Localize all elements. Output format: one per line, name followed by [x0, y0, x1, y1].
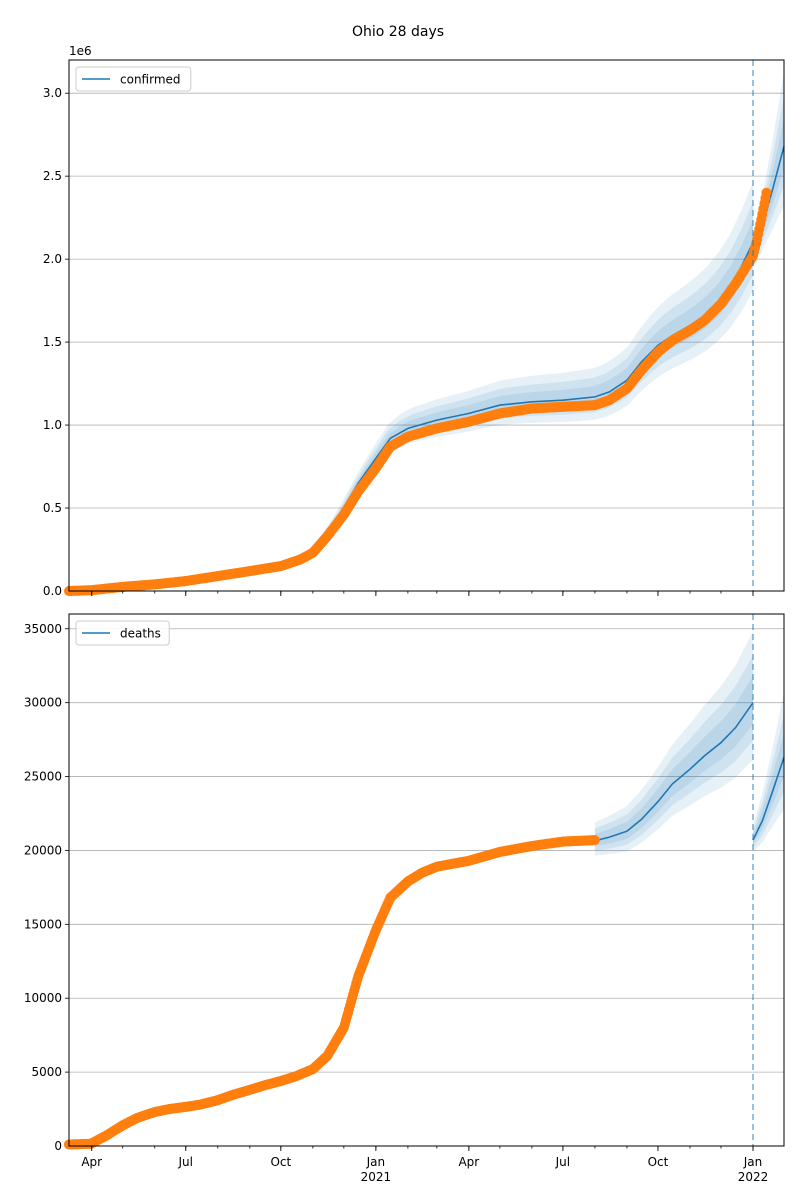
y-tick-label: 15000 [24, 917, 62, 931]
forecast-line [752, 757, 785, 841]
observed-point [589, 835, 600, 846]
x-tick-year-label: 2022 [738, 1170, 769, 1184]
uncertainty-band [753, 732, 784, 845]
y-tick-label: 10000 [24, 991, 62, 1005]
uncertainty-band [69, 201, 753, 591]
confirmed-panel: 0.0 0.5 1.0 1.5 2.0 2.5 3.0 1e6 confirmed [43, 44, 785, 598]
uncertainty-band [69, 219, 753, 591]
y-multiplier-label: 1e6 [69, 44, 92, 58]
y-tick-label: 3.0 [43, 86, 62, 100]
figure-title: Ohio 28 days [352, 24, 444, 40]
y-tick-label: 30000 [24, 696, 62, 710]
plot-frame [68, 59, 785, 592]
legend-box [75, 66, 192, 92]
y-tick-label: 0 [54, 1139, 62, 1153]
y-tick-label: 2.5 [43, 169, 62, 183]
uncertainty-band [594, 676, 753, 847]
y-tick-label: 1.5 [43, 335, 62, 349]
model-line [594, 702, 754, 842]
x-tick-label: Oct [270, 1155, 291, 1169]
x-tick-label: Jul [178, 1155, 193, 1169]
x-tick-label: Apr [81, 1155, 102, 1169]
y-tick-label: 2.0 [43, 252, 62, 266]
x-tick-label: Apr [458, 1155, 479, 1169]
uncertainty-band [594, 631, 753, 856]
y-tick-label: 0.5 [43, 501, 62, 515]
x-tick-year-label: 2021 [361, 1170, 392, 1184]
y-tick-label: 0.0 [43, 584, 62, 598]
y-tick-label: 25000 [24, 770, 62, 784]
legend-label: deaths [120, 627, 161, 641]
x-tick-label: Jul [555, 1155, 570, 1169]
legend-box [75, 620, 170, 646]
y-tick-label: 5000 [31, 1065, 62, 1079]
legend-label: confirmed [120, 73, 181, 87]
deaths-panel: 0 5000 10000 15000 20000 25000 30000 35000 Apr Ju… [24, 613, 785, 1184]
x-tick-label: Oct [648, 1155, 669, 1169]
observed-point [761, 187, 772, 198]
y-tick-label: 1.0 [43, 418, 62, 432]
plot-frame [68, 613, 785, 1147]
uncertainty-band [753, 713, 784, 848]
uncertainty-band [594, 655, 753, 851]
x-tick-label: Jan [743, 1155, 763, 1169]
uncertainty-band [753, 692, 784, 852]
uncertainty-band [69, 181, 753, 591]
y-tick-label: 35000 [24, 622, 62, 636]
y-tick-label: 20000 [24, 843, 62, 857]
x-tick-label: Jan [366, 1155, 386, 1169]
